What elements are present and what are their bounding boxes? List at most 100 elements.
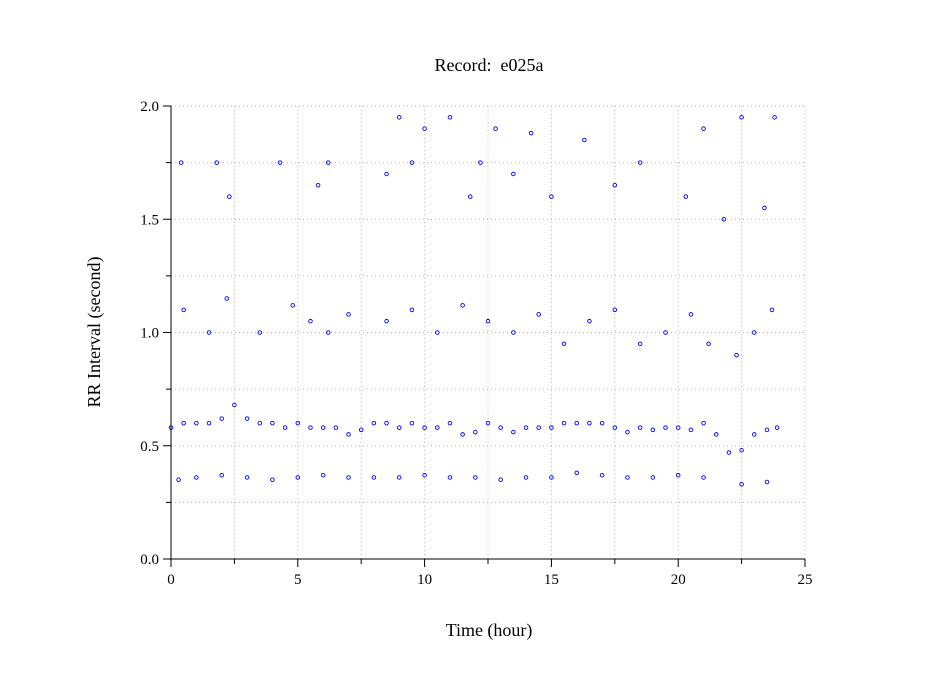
y-ticks: 0.0 0.5 1.0 1.5 2.0 (140, 99, 171, 568)
data-point (493, 126, 498, 131)
data-point (523, 475, 529, 480)
data-point (739, 482, 744, 487)
data-point (713, 432, 719, 437)
data-point (214, 160, 219, 165)
data-point (549, 194, 554, 199)
data-point (308, 318, 313, 324)
y-tick-label: 2.0 (140, 99, 159, 115)
data-point (277, 160, 283, 165)
x-tick-label: 20 (671, 572, 686, 588)
data-point (295, 475, 301, 480)
data-point (637, 341, 643, 347)
y-tick-label: 1.5 (140, 212, 159, 228)
data-point (599, 472, 605, 478)
y-tick-label: 1.0 (140, 326, 159, 342)
x-tick-label: 25 (798, 572, 813, 588)
data-point (511, 171, 516, 177)
series-3 (181, 296, 775, 358)
data-point (194, 420, 199, 426)
data-point (206, 330, 212, 335)
data-point (257, 420, 263, 426)
data-point (308, 425, 313, 430)
data-point (194, 475, 199, 480)
series-1 (168, 402, 780, 455)
data-point (181, 420, 186, 426)
data-point (181, 307, 186, 313)
data-point (325, 160, 331, 165)
x-axis-title: Time (hour) (446, 620, 533, 641)
data-point (762, 205, 767, 211)
data-point (290, 303, 295, 308)
x-tick-label: 10 (417, 572, 432, 588)
data-point (384, 318, 389, 324)
data-point (447, 475, 453, 480)
data-point (511, 330, 516, 335)
data-point (599, 420, 605, 426)
chart-title: Record: e025a (435, 55, 544, 75)
data-point (384, 420, 389, 426)
data-point (176, 477, 181, 482)
x-tick-label: 15 (544, 572, 559, 588)
data-point (422, 126, 427, 131)
data-point (244, 416, 250, 421)
data-point (675, 425, 681, 430)
data-point (637, 425, 643, 430)
data-point (650, 427, 656, 433)
data-point (683, 194, 689, 199)
data-point (346, 432, 351, 437)
data-point (371, 475, 377, 480)
data-point (752, 330, 757, 335)
data-point (333, 425, 339, 430)
data-point (409, 420, 415, 426)
data-point (244, 475, 250, 480)
data-point (346, 475, 351, 480)
y-tick-label: 0.0 (140, 552, 159, 568)
data-point (447, 420, 453, 426)
x-tick-label: 5 (294, 572, 302, 588)
data-point (460, 303, 465, 308)
data-point (435, 425, 440, 430)
data-point (219, 472, 224, 478)
x-ticks: 0 5 10 15 20 25 (167, 559, 813, 588)
data-point (320, 425, 326, 430)
data-point (587, 318, 592, 324)
data-point (612, 425, 618, 430)
data-point (396, 475, 402, 480)
data-point (227, 194, 232, 199)
data-point (523, 425, 529, 430)
data-point (701, 420, 706, 426)
data-point (485, 420, 491, 426)
data-point (726, 450, 732, 455)
data-point (688, 312, 694, 317)
data-point (612, 183, 618, 188)
data-point (764, 427, 770, 433)
data-point (485, 318, 491, 324)
data-point (574, 470, 580, 476)
data-point (688, 427, 694, 433)
data-point (612, 307, 618, 313)
data-point (460, 432, 465, 437)
data-point (752, 432, 757, 437)
data-point (764, 479, 770, 485)
data-point (637, 160, 643, 165)
x-tick-label: 0 (167, 572, 175, 588)
data-point (734, 352, 739, 358)
data-point (409, 307, 415, 313)
data-point (498, 477, 503, 482)
data-point (315, 183, 321, 188)
data-point (721, 216, 727, 222)
data-point (409, 160, 415, 165)
data-point (384, 171, 389, 177)
data-point (473, 429, 478, 435)
data-point (561, 420, 567, 426)
data-point (320, 472, 326, 478)
data-point (224, 296, 230, 301)
y-axis-title: RR Interval (second) (84, 257, 105, 408)
data-point (498, 425, 503, 430)
data-point (739, 448, 744, 453)
data-point (467, 194, 473, 199)
data-point (282, 425, 288, 430)
data-point (422, 472, 427, 478)
data-point (178, 160, 184, 165)
